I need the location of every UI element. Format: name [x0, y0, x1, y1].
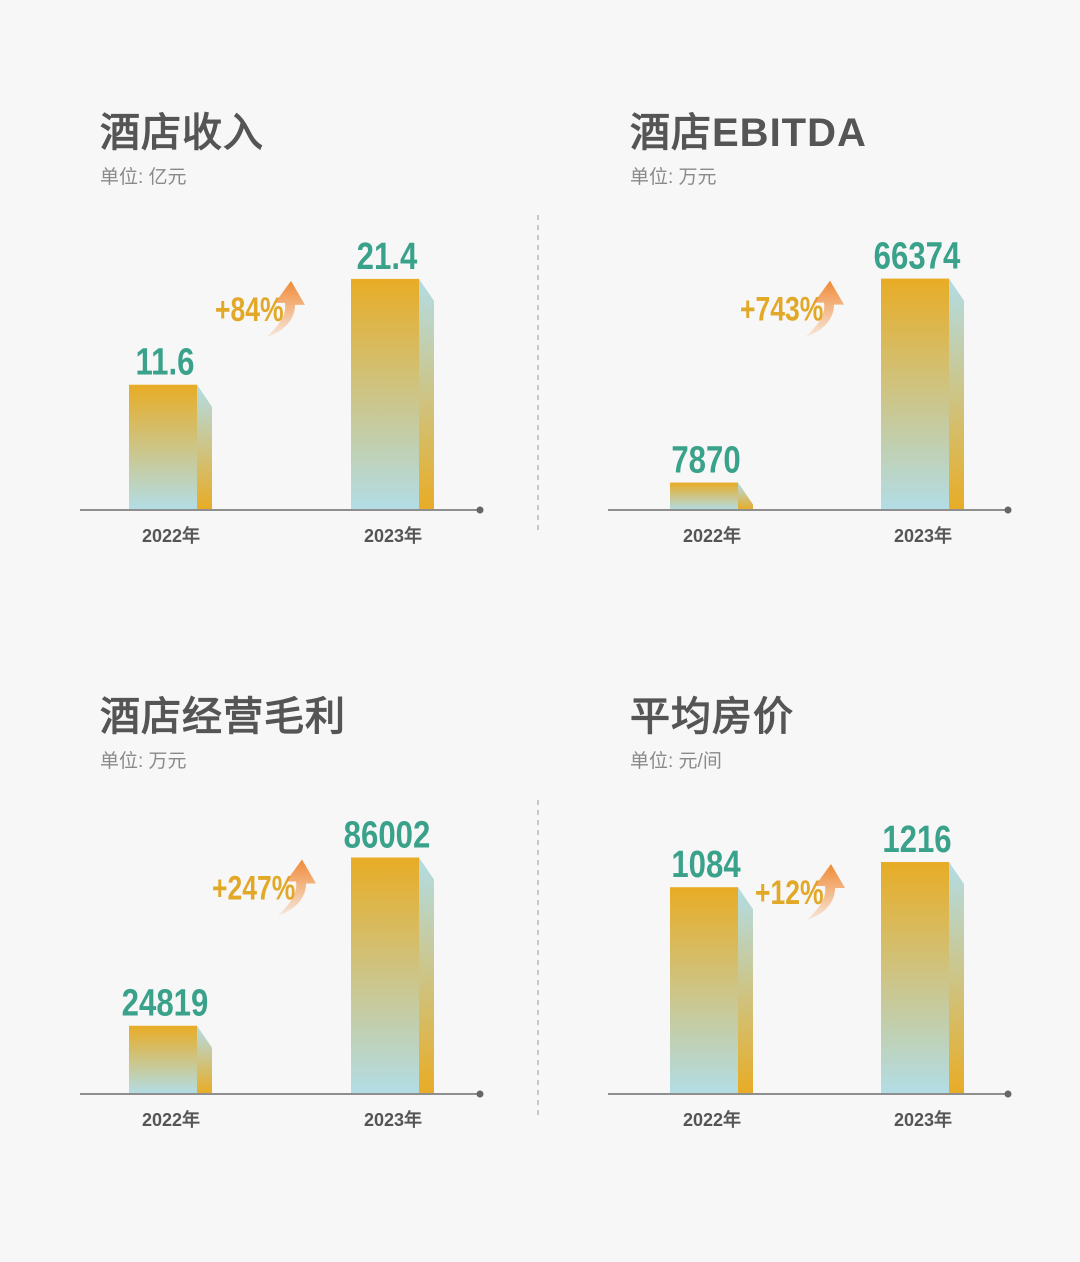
x-axis-end-dot	[1004, 1090, 1012, 1098]
x-tick-label: 2023年	[364, 1109, 422, 1130]
x-tick-label: 2023年	[364, 525, 422, 546]
x-tick-label: 2022年	[683, 1109, 741, 1130]
bar-chart: 1084 2022年 1216 2023年 +12%	[608, 819, 1012, 1130]
bar-side-face	[738, 482, 753, 510]
x-axis-end-dot	[476, 506, 484, 514]
bar-chart: 11.6 2022年 21.4 2023年 +84%	[80, 236, 484, 546]
chart-unit: 单位: 万元	[100, 751, 187, 772]
chart-title: 平均房价	[630, 695, 794, 739]
bar-value-label: 7870	[671, 440, 740, 482]
bar-chart: 7870 2022年 66374 2023年 +743%	[608, 236, 1012, 546]
chart-panel-hotel-ebitda: 酒店EBITDA 单位: 万元 7870 2022年 66374 2023年 +743%	[530, 0, 1070, 584]
bar-side-face	[949, 278, 964, 510]
bar	[881, 278, 949, 510]
x-axis-end-dot	[1004, 506, 1012, 514]
x-tick-label: 2022年	[142, 525, 200, 546]
bar-value-label: 1084	[671, 844, 741, 886]
growth-arrow-icon	[807, 864, 845, 921]
bar-value-label: 1216	[882, 819, 951, 861]
bar-side-face	[419, 278, 434, 510]
bar	[351, 857, 419, 1094]
bar-value-label: 11.6	[136, 342, 195, 384]
bar-value-label: 21.4	[357, 236, 418, 278]
chart-panel-hotel-gross-profit: 酒店经营毛利 单位: 万元 24819 2022年 86002 2023年 +247%	[0, 584, 540, 1168]
chart-title: 酒店收入	[100, 111, 264, 155]
x-tick-label: 2023年	[894, 1109, 952, 1130]
chart-title: 酒店经营毛利	[100, 695, 346, 739]
chart-unit: 单位: 元/间	[630, 751, 722, 772]
bar	[129, 384, 197, 510]
bar	[670, 482, 738, 510]
x-tick-label: 2023年	[894, 525, 952, 546]
bar	[351, 278, 419, 510]
growth-label: +84%	[215, 291, 284, 329]
chart-unit: 单位: 亿元	[100, 167, 187, 188]
bar	[129, 1025, 197, 1094]
bar-chart: 24819 2022年 86002 2023年 +247%	[80, 815, 484, 1130]
bar	[881, 862, 949, 1094]
growth-label: +247%	[212, 869, 295, 907]
bar-side-face	[949, 862, 964, 1094]
x-axis-end-dot	[476, 1090, 484, 1098]
bar-value-label: 86002	[344, 815, 431, 857]
x-tick-label: 2022年	[142, 1109, 200, 1130]
x-tick-label: 2022年	[683, 525, 741, 546]
growth-arrow-icon	[806, 280, 844, 337]
growth-label: +12%	[755, 874, 824, 912]
bar-side-face	[419, 857, 434, 1094]
chart-panel-hotel-revenue: 酒店收入 单位: 亿元 11.6 2022年 21.4 2023年 +84%	[0, 0, 540, 584]
chart-title: 酒店EBITDA	[630, 111, 867, 155]
bar-value-label: 66374	[874, 236, 961, 278]
bar	[670, 887, 738, 1094]
growth-arrow-icon	[267, 280, 305, 337]
growth-label: +743%	[740, 290, 823, 328]
bar-side-face	[738, 887, 753, 1094]
chart-panel-average-room-rate: 平均房价 单位: 元/间 1084 2022年 1216 2023年 +12%	[530, 584, 1070, 1168]
bar-side-face	[197, 1025, 212, 1094]
bar-side-face	[197, 384, 212, 510]
chart-unit: 单位: 万元	[630, 167, 717, 188]
bar-value-label: 24819	[122, 983, 209, 1025]
growth-arrow-icon	[278, 859, 316, 916]
